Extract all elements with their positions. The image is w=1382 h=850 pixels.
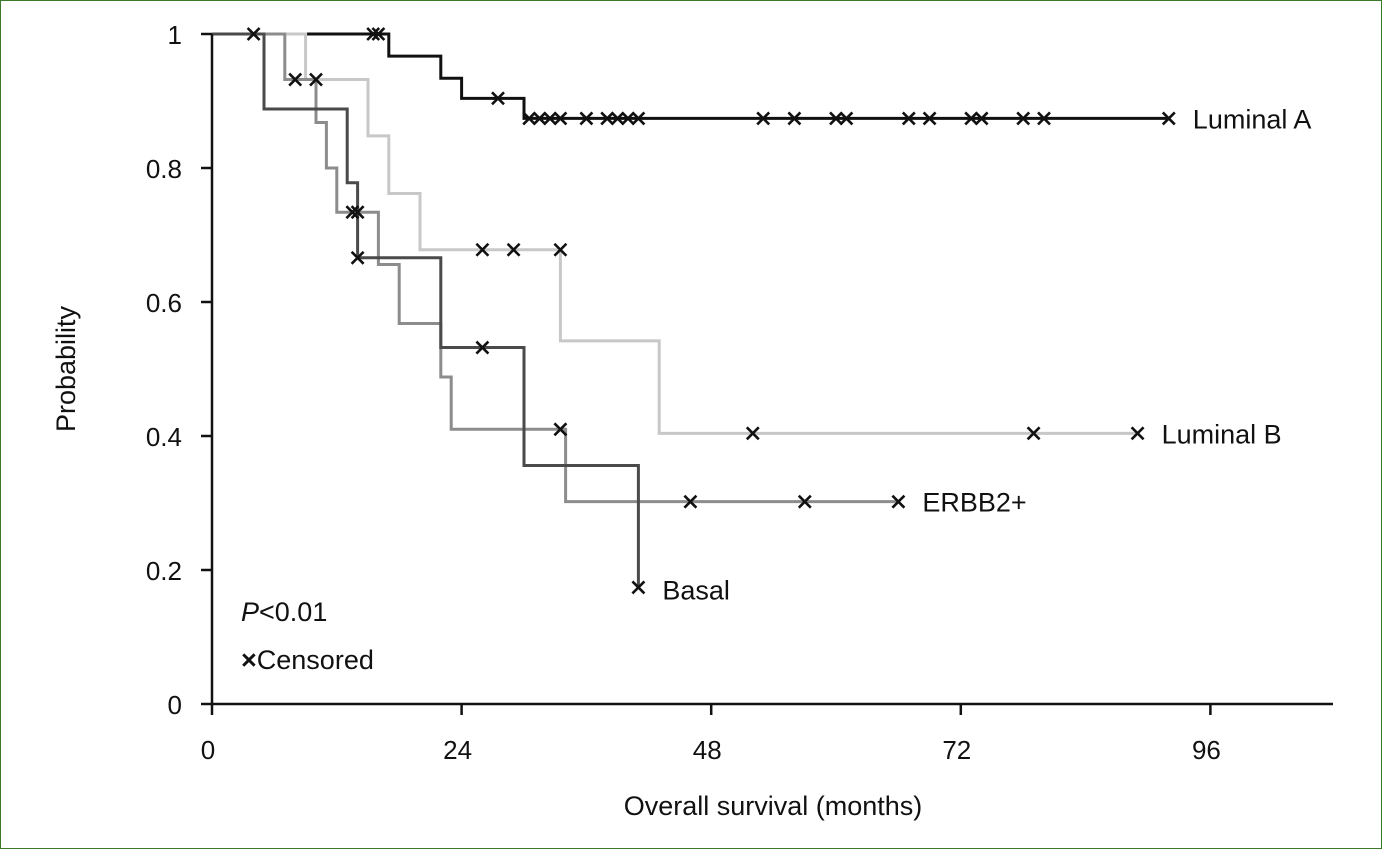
series-label-luminal-b: Luminal B — [1162, 419, 1282, 449]
x-tick-label: 48 — [693, 735, 722, 765]
censored-marker-luminal-a — [621, 111, 635, 126]
series-line-luminal-b — [212, 32, 1138, 435]
p-value-annotation: P<0.01 — [241, 597, 327, 627]
p-value-text: <0.01 — [259, 597, 327, 627]
series-label-basal: Basal — [662, 575, 730, 605]
y-tick-label: 0.4 — [146, 422, 182, 452]
censored-marker-luminal-a — [964, 111, 979, 126]
censored-marker-luminal-a — [829, 111, 843, 126]
series-line-erbb2 — [212, 32, 899, 504]
censored-legend-label: Censored — [257, 645, 374, 675]
series-label-layer: Luminal A Luminal B ERBB2+ Basal — [662, 104, 1311, 605]
censored-marker-basal — [475, 340, 490, 355]
series-line-luminal-a — [212, 32, 1169, 120]
censored-marker-luminal-a — [1037, 111, 1051, 126]
series-label-erbb2: ERBB2+ — [922, 488, 1026, 518]
p-value-letter: P — [241, 597, 259, 627]
censored-marker-luminal-a — [600, 111, 615, 126]
series-label-luminal-a: Luminal A — [1193, 104, 1312, 134]
censored-marker-luminal-b — [745, 426, 760, 441]
censored-marker-luminal-b — [506, 242, 521, 257]
x-tick-label: 96 — [1192, 735, 1221, 765]
censored-marker-erbb2 — [309, 72, 323, 87]
censored-marker-luminal-a — [787, 111, 802, 126]
censored-marker-luminal-a — [553, 111, 568, 126]
censored-marker-erbb2 — [891, 494, 906, 509]
censored-marker-luminal-a — [974, 111, 989, 126]
y-tick-label: 0.2 — [146, 556, 182, 586]
tick-layer: 0 24 48 72 96 0 0.2 0.4 0.6 0.8 1 — [146, 20, 1221, 765]
censored-marker-luminal-b — [475, 242, 490, 257]
censored-marker-luminal-a — [522, 111, 537, 126]
censored-marker-basal — [345, 205, 360, 220]
censored-marker-luminal-b — [1130, 426, 1145, 441]
censored-marker-luminal-a — [366, 27, 381, 41]
censored-marker-luminal-a — [1161, 111, 1176, 126]
censored-marker-basal — [350, 250, 365, 265]
censored-marker-luminal-a — [371, 27, 386, 41]
censored-marker-luminal-a — [839, 111, 854, 126]
censored-marker-luminal-a — [901, 111, 916, 126]
x-tick-label: 24 — [443, 735, 472, 765]
censored-legend-marker: × — [241, 645, 257, 675]
y-tick-label: 0.8 — [146, 154, 182, 184]
censored-marker-luminal-a — [246, 27, 261, 41]
censored-marker-erbb2 — [288, 72, 303, 87]
x-tick-label: 72 — [942, 735, 971, 765]
y-tick-label: 1 — [168, 20, 182, 50]
censored-marker-luminal-a — [756, 111, 771, 126]
censored-marker-luminal-a — [1016, 111, 1031, 126]
y-axis-title: Probability — [51, 305, 81, 432]
censored-marker-erbb2 — [683, 494, 698, 509]
censored-marker-luminal-a — [543, 111, 557, 126]
censored-marker-luminal-a — [610, 111, 625, 126]
censored-marker-luminal-a — [532, 111, 547, 126]
axes-layer — [210, 34, 1333, 706]
censored-marker-luminal-b — [553, 242, 568, 257]
x-axis-title: Overall survival (months) — [624, 791, 923, 821]
censored-marker-erbb2 — [797, 494, 812, 509]
censored-marker-luminal-a — [491, 91, 505, 106]
x-tick-label: 0 — [201, 735, 215, 765]
censored-marker-luminal-a — [922, 111, 937, 126]
censored-marker-erbb2 — [350, 205, 365, 220]
censored-marker-luminal-a — [631, 111, 646, 126]
y-tick-label: 0.6 — [146, 288, 182, 318]
censored-marker-luminal-a — [579, 111, 594, 126]
censored-marker-basal — [631, 580, 646, 595]
censored-marker-basal — [553, 422, 568, 437]
censored-marker-layer — [246, 27, 1176, 595]
y-tick-label: 0 — [168, 690, 182, 720]
censored-legend: ×Censored — [241, 645, 374, 675]
censored-marker-luminal-b — [1026, 426, 1041, 441]
